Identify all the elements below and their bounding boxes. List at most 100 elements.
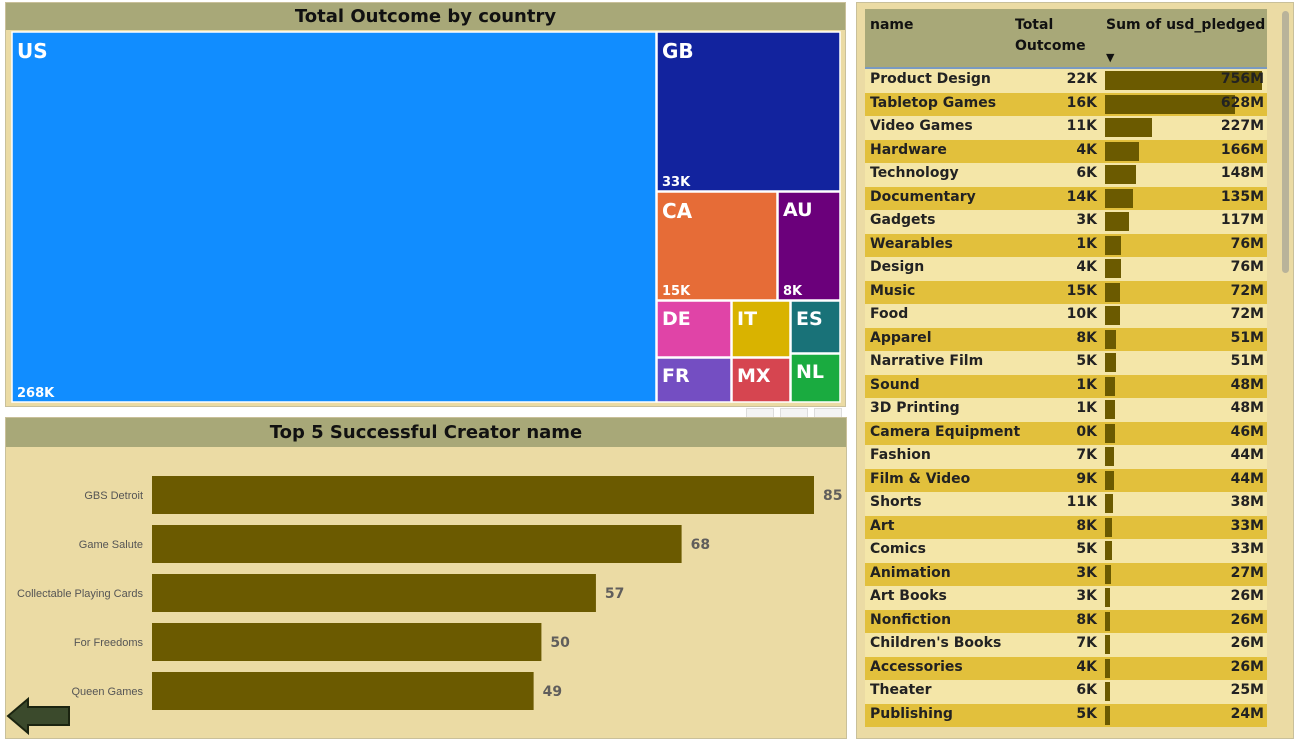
cell-name: Music [870,282,916,299]
data-bar [1105,682,1111,701]
treemap-value-ca: 15K [662,284,691,299]
data-bar [1105,118,1153,137]
table-row[interactable]: Music 15K 72M [865,280,1267,304]
table-row[interactable]: Narrative Film 5K 51M [865,351,1267,375]
table-row[interactable]: Comics 5K 33M [865,539,1267,563]
column-header-total-outcome[interactable]: Total Outcome [1015,17,1086,54]
cell-sum-usd-pledged: 25M [1230,682,1264,698]
cell-sum-usd-pledged: 166M [1220,141,1264,158]
cell-sum-usd-pledged: 72M [1230,282,1264,299]
data-bar [1105,188,1134,208]
cell-sum-usd-pledged: 76M [1230,235,1264,252]
treemap-panel: US 268K GB 33K CA 15K AU 8K DE IT ES FR MX NL Total O… [5,2,846,407]
data-bar [1105,423,1115,443]
bar-category-label: Collectable Playing Cards [17,588,143,600]
cell-name: Publishing [870,705,953,722]
cell-sum-usd-pledged: 26M [1230,658,1264,675]
table-row[interactable]: Apparel 8K 51M [865,327,1267,351]
cell-sum-usd-pledged: 33M [1230,541,1264,557]
table-row[interactable]: Gadgets 3K 117M [865,210,1267,234]
data-bar [1105,588,1111,607]
data-bar [1105,470,1115,490]
cell-total-outcome: 11K [1066,118,1097,134]
treemap-cell-de[interactable]: DE [656,300,732,358]
table-row[interactable]: Children's Books 7K 26M [865,633,1267,657]
cell-sum-usd-pledged: 26M [1230,588,1264,604]
sort-descending-icon[interactable]: ▼ [1106,51,1115,64]
cell-name: Video Games [870,118,973,134]
cell-sum-usd-pledged: 51M [1230,353,1264,369]
cell-total-outcome: 22K [1066,71,1097,87]
cell-name: Film & Video [870,470,971,487]
treemap-cell-ca[interactable]: CA 15K [656,191,778,301]
table-row[interactable]: Film & Video 9K 44M [865,468,1267,492]
data-bar [1105,611,1111,631]
bar-0[interactable] [152,476,814,514]
column-header-name[interactable]: name [870,17,914,33]
bar-chart: GBS Detroit 85 Game Salute 68 Collectable Pl… [17,476,842,710]
data-bar [1105,635,1111,654]
data-bar [1105,353,1116,372]
bar-value-label: 57 [605,586,624,602]
treemap-cell-it[interactable]: IT [731,300,791,358]
table-row[interactable]: Wearables 1K 76M [865,233,1267,257]
treemap-label-us: US [17,39,48,63]
cell-total-outcome: 3K [1076,588,1097,604]
table-row[interactable]: Theater 6K 25M [865,680,1267,704]
treemap-cell-mx[interactable]: MX [731,357,791,403]
treemap-cell-es[interactable]: ES [790,300,841,354]
bar-1[interactable] [152,525,682,563]
bar-chart-panel: GBS Detroit 85 Game Salute 68 Collectable Pl… [5,417,847,739]
cell-name: Apparel [870,329,932,346]
cell-name: 3D Printing [870,400,960,416]
table-body: Product Design 22K 756M Tabletop Games 16K 62… [865,69,1267,734]
treemap-label-au: AU [783,199,813,221]
table-row[interactable]: Food 10K 72M [865,304,1267,328]
table-row[interactable]: Nonfiction 8K 26M [865,609,1267,633]
cell-total-outcome: 11K [1066,494,1097,510]
table-row[interactable]: Technology 6K 148M [865,163,1267,187]
table-row[interactable]: Art 8K 33M [865,515,1267,539]
table-row[interactable]: Accessories 4K 26M [865,656,1267,680]
table-row[interactable]: Product Design 22K 756M [865,69,1267,93]
cell-sum-usd-pledged: 44M [1230,470,1264,487]
table-row[interactable]: Camera Equipment 0K 46M [865,421,1267,445]
cell-name: Narrative Film [870,353,984,369]
cell-name: Children's Books [870,635,1002,651]
treemap-cell-us[interactable]: US 268K [11,31,657,403]
table-row[interactable]: Fashion 7K 44M [865,445,1267,469]
cell-total-outcome: 3K [1076,564,1097,581]
treemap-cell-au[interactable]: AU 8K [777,191,841,301]
cell-sum-usd-pledged: 628M [1220,94,1264,111]
table-row[interactable]: Sound 1K 48M [865,374,1267,398]
cell-sum-usd-pledged: 148M [1220,165,1264,181]
bar-4[interactable] [152,672,534,710]
table-row[interactable]: Video Games 11K 227M [865,116,1267,140]
treemap-cell-nl[interactable]: NL [790,353,841,403]
treemap-cell-fr[interactable]: FR [656,357,732,403]
treemap-cell-gb[interactable]: GB 33K [656,31,841,192]
bar-2[interactable] [152,574,596,612]
table-row[interactable]: 3D Printing 1K 48M [865,398,1267,422]
table-row[interactable]: Art Books 3K 26M [865,586,1267,610]
table-row[interactable]: Design 4K 76M [865,257,1267,281]
cell-total-outcome: 5K [1076,705,1097,722]
bar-3[interactable] [152,623,542,661]
back-arrow-icon[interactable] [6,696,72,736]
table-row[interactable]: Tabletop Games 16K 628M [865,92,1267,116]
scrollbar[interactable] [1282,11,1289,273]
table-row[interactable]: Publishing 5K 24M [865,703,1267,727]
table-row[interactable]: Shorts 11K 38M [865,492,1267,516]
cell-name: Design [870,259,925,275]
cell-total-outcome: 6K [1076,165,1097,181]
column-header-sum-usd-pledged[interactable]: Sum of usd_pledged [1106,17,1266,33]
table-row[interactable]: Animation 3K 27M [865,562,1267,586]
cell-total-outcome: 4K [1076,658,1097,675]
data-bar [1105,212,1130,231]
table-row[interactable]: Documentary 14K 135M [865,186,1267,210]
table-row[interactable]: Hardware 4K 166M [865,139,1267,163]
cell-total-outcome: 8K [1076,517,1097,534]
cell-total-outcome: 7K [1076,447,1097,463]
cell-name: Comics [870,541,926,557]
data-bar [1105,235,1121,255]
